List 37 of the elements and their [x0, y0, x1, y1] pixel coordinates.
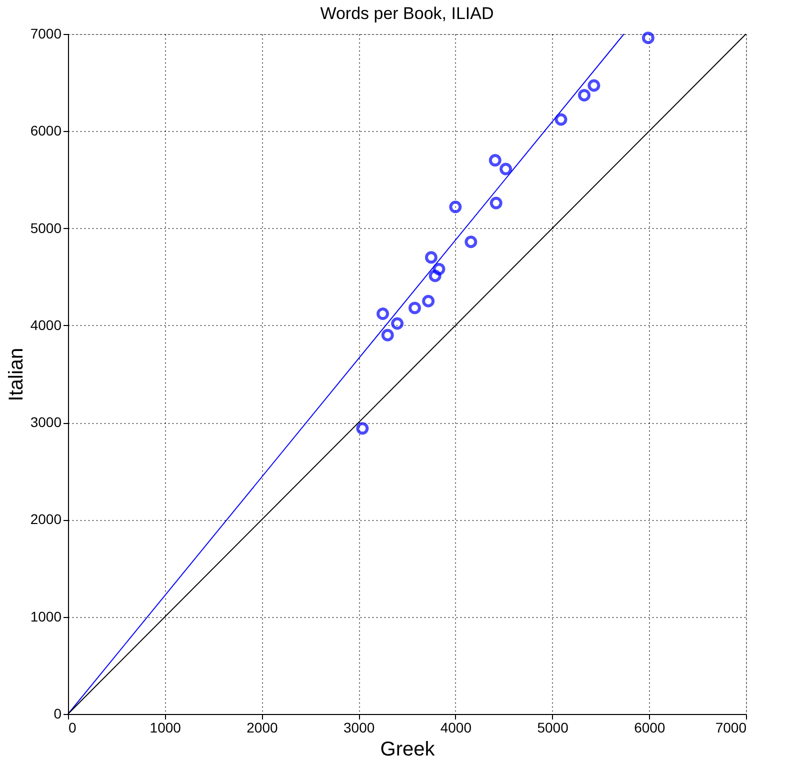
point: [381, 328, 394, 342]
point: [449, 200, 462, 214]
x-tick-label: 1000: [150, 720, 182, 736]
x-tick-label: 7000: [715, 720, 747, 736]
x-tick-label: 5000: [537, 720, 569, 736]
y-tick-label: 4000: [30, 316, 62, 333]
point: [356, 422, 369, 435]
point: [578, 88, 590, 102]
point: [428, 270, 442, 282]
point: [642, 32, 654, 44]
point: [432, 262, 446, 276]
x-tick-label: 3000: [343, 720, 375, 736]
point: [464, 236, 478, 248]
x-tick-label: 6000: [634, 720, 666, 736]
y-tick-label: 1000: [30, 608, 62, 624]
y-tick-label: 5000: [30, 220, 62, 236]
y-tick-label: 0: [54, 706, 62, 722]
y-tick-label: 3000: [30, 414, 62, 430]
point: [408, 302, 421, 314]
x-axis-title: Greek: [380, 738, 436, 760]
y-tick-label: 6000: [30, 122, 62, 139]
point: [554, 113, 568, 126]
point: [490, 196, 502, 210]
x-tick-label: 2000: [246, 720, 278, 736]
x-tick-label: 0: [68, 720, 76, 736]
y-tick-label: 2000: [30, 511, 62, 528]
point: [422, 294, 435, 308]
point: [424, 251, 438, 264]
x-tick-label: 4000: [440, 720, 472, 736]
y-tick-label: 7000: [30, 26, 62, 42]
point: [391, 317, 404, 330]
y-axis-title: Italian: [5, 348, 28, 402]
point: [376, 308, 390, 320]
point: [500, 162, 512, 176]
chart-title: Words per Book, ILIAD: [320, 4, 494, 23]
point: [588, 79, 600, 92]
point: [488, 154, 502, 167]
